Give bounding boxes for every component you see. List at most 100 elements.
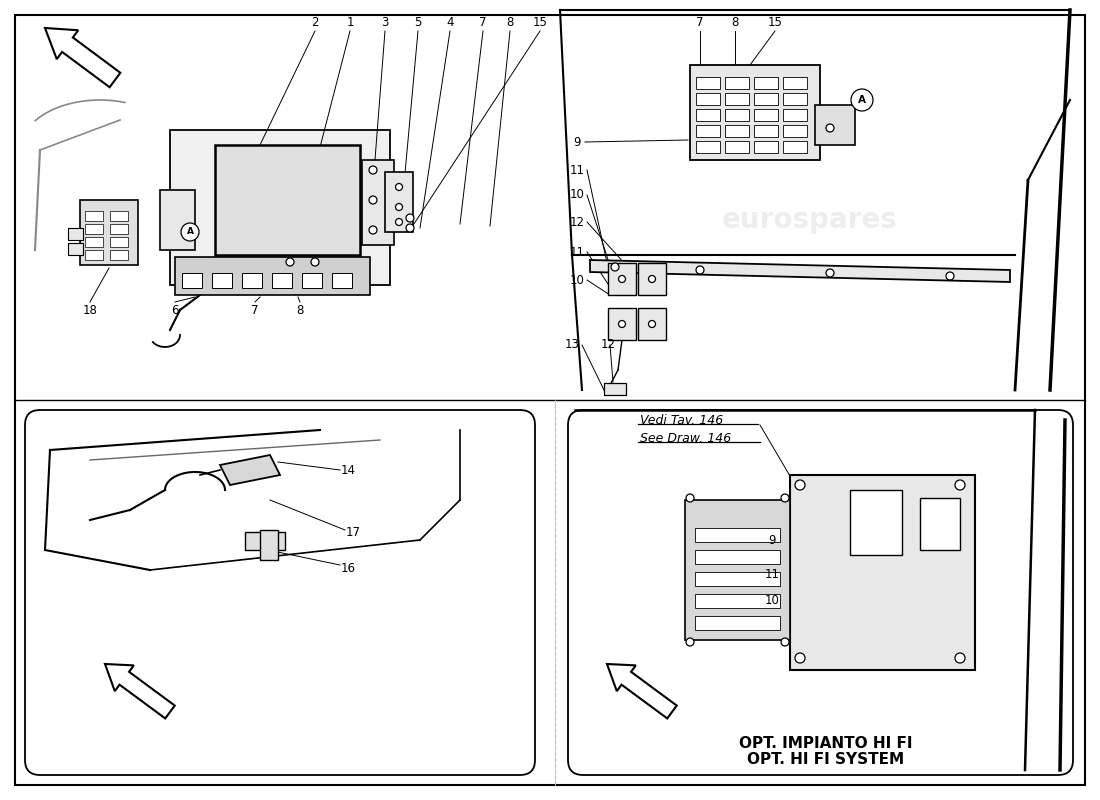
Text: 5: 5 [415,15,421,29]
Text: 1: 1 [346,15,354,29]
Text: 12: 12 [601,338,616,351]
Circle shape [406,224,414,232]
Circle shape [955,480,965,490]
Bar [245,532,285,550]
Polygon shape [220,455,280,485]
Bar [110,250,128,260]
Text: 8: 8 [296,303,304,317]
Text: 11: 11 [570,246,584,258]
Text: eurospares: eurospares [722,206,898,234]
Bar [815,105,855,145]
Bar [783,141,807,153]
Circle shape [368,226,377,234]
Bar [695,528,780,542]
Bar [260,530,278,560]
Circle shape [649,275,656,282]
Bar [783,125,807,137]
Circle shape [286,258,294,266]
Text: 2: 2 [311,15,319,29]
Bar [850,490,902,555]
Bar [214,145,360,255]
Circle shape [406,214,414,222]
Bar [725,109,749,121]
Bar [696,125,720,137]
FancyBboxPatch shape [25,410,535,775]
Text: 15: 15 [532,15,548,29]
Circle shape [851,89,873,111]
Text: A: A [187,227,194,237]
Text: 7: 7 [480,15,486,29]
Bar [696,93,720,105]
Bar [362,160,394,245]
Text: 11: 11 [570,163,584,177]
Text: OPT. IMPIANTO HI FI: OPT. IMPIANTO HI FI [739,735,913,750]
Text: 9: 9 [573,135,581,149]
Bar [638,308,666,340]
Bar [783,93,807,105]
Text: 14: 14 [341,463,355,477]
Bar [170,130,390,285]
Bar [212,273,232,288]
Polygon shape [590,260,1010,282]
Circle shape [610,263,619,271]
Bar [332,273,352,288]
Circle shape [696,266,704,274]
Text: 3: 3 [382,15,388,29]
Bar [685,500,790,640]
Bar [690,65,820,160]
Bar [790,475,975,670]
Bar [754,93,778,105]
Text: 15: 15 [768,15,782,29]
Text: eurospares: eurospares [183,566,358,594]
Bar [695,550,780,564]
Bar [783,77,807,89]
Bar [725,77,749,89]
Bar [68,243,82,255]
Bar [175,257,370,295]
Bar [85,250,103,260]
Text: Vedi Tav. 146: Vedi Tav. 146 [640,414,724,426]
Circle shape [182,223,199,241]
Text: 10: 10 [764,594,780,606]
Circle shape [368,166,377,174]
Bar [80,200,138,265]
Bar [696,77,720,89]
Bar [920,498,960,550]
Text: A: A [858,95,866,105]
Circle shape [396,183,403,190]
Bar [272,273,292,288]
Bar [696,109,720,121]
Bar [754,109,778,121]
Bar [385,172,412,232]
Text: 12: 12 [570,215,584,229]
FancyArrow shape [607,664,676,718]
FancyBboxPatch shape [568,410,1072,775]
Text: 10: 10 [570,274,584,286]
Circle shape [618,321,626,327]
Text: eurospares: eurospares [183,206,358,234]
Circle shape [686,638,694,646]
Circle shape [795,653,805,663]
Circle shape [686,494,694,502]
Text: 9: 9 [768,534,776,546]
Text: 18: 18 [82,303,98,317]
Circle shape [826,124,834,132]
Bar [608,308,636,340]
Text: 13: 13 [564,338,580,351]
Bar [110,211,128,221]
Circle shape [781,494,789,502]
Text: 7: 7 [251,303,258,317]
Bar [85,237,103,247]
Bar [85,211,103,221]
Bar [182,273,202,288]
Text: 10: 10 [570,189,584,202]
Text: 17: 17 [345,526,361,538]
Circle shape [955,653,965,663]
Bar [110,224,128,234]
Bar [725,125,749,137]
Bar [695,616,780,630]
Circle shape [795,480,805,490]
Text: OPT. HI FI SYSTEM: OPT. HI FI SYSTEM [747,753,904,767]
Text: See Draw. 146: See Draw. 146 [640,431,732,445]
Bar [754,77,778,89]
